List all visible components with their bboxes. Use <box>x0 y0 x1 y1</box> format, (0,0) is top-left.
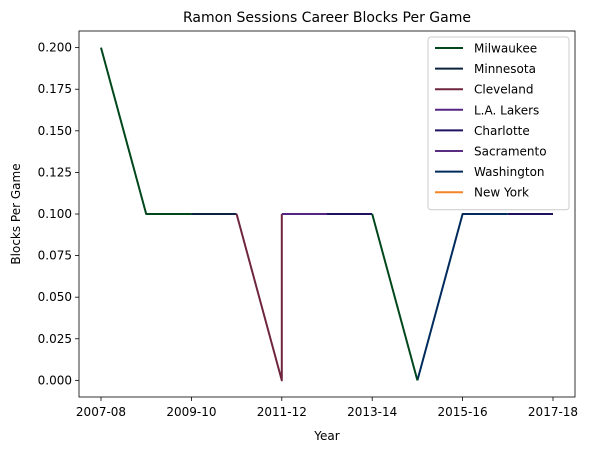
y-axis-title: Blocks Per Game <box>9 163 23 264</box>
y-tick-label: 0.150 <box>38 124 72 138</box>
legend-label-sacramento: Sacramento <box>474 145 547 159</box>
x-tick-label: 2009-10 <box>166 405 216 419</box>
legend-label-minnesota: Minnesota <box>474 62 536 76</box>
legend: Milwaukee Minnesota Cleveland L.A. Lakers Ch… <box>427 36 570 211</box>
y-axis-ticks: 0.000 0.025 0.050 0.075 0.100 0.125 0.150 0.175… <box>38 41 79 387</box>
series-line-milwaukee <box>100 47 192 215</box>
x-tick-label: 2007-08 <box>76 405 126 419</box>
x-axis-ticks: 2007-08 2009-10 2011-12 2013-14 2015-16 2017-… <box>76 397 578 419</box>
legend-box <box>427 36 570 211</box>
x-axis-title: Year <box>313 429 339 443</box>
x-tick-label: 2017-18 <box>528 405 578 419</box>
legend-label-l-a-lakers: L.A. Lakers <box>474 103 539 117</box>
series-line-washington <box>416 213 508 381</box>
y-tick-label: 0.100 <box>38 207 72 221</box>
y-tick-label: 0.175 <box>38 82 72 96</box>
x-tick-label: 2011-12 <box>257 405 307 419</box>
legend-label-washington: Washington <box>474 165 545 179</box>
legend-label-cleveland: Cleveland <box>474 83 534 97</box>
legend-label-milwaukee: Milwaukee <box>474 42 537 56</box>
x-tick-label: 2013-14 <box>347 405 397 419</box>
x-tick-label: 2015-16 <box>438 405 488 419</box>
legend-label-new-york: New York <box>474 186 529 200</box>
y-tick-label: 0.200 <box>38 41 72 55</box>
y-tick-label: 0.075 <box>38 249 72 263</box>
series-lines <box>100 47 553 382</box>
y-tick-label: 0.125 <box>38 165 72 179</box>
y-tick-label: 0.050 <box>38 290 72 304</box>
series-line-milwaukee <box>371 213 419 381</box>
legend-label-charlotte: Charlotte <box>474 124 530 138</box>
chart-title: Ramon Sessions Career Blocks Per Game <box>183 10 471 26</box>
y-tick-label: 0.000 <box>38 373 72 387</box>
series-line-cleveland <box>235 213 283 382</box>
y-tick-label: 0.025 <box>38 332 72 346</box>
